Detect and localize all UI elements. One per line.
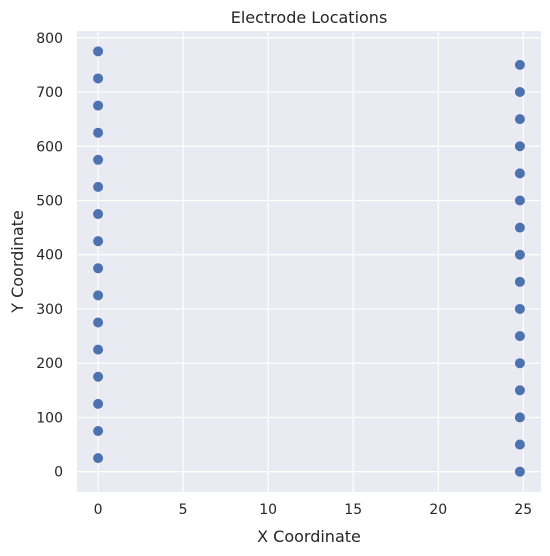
data-point xyxy=(514,222,525,233)
data-point xyxy=(514,303,525,314)
data-point xyxy=(514,385,525,396)
data-point xyxy=(514,59,525,70)
x-axis-ticks: 0 5 10 15 20 25 xyxy=(94,502,533,518)
data-point xyxy=(514,331,525,342)
x-tick-label: 15 xyxy=(344,502,362,518)
data-point xyxy=(514,168,525,179)
data-point xyxy=(514,87,525,98)
data-point xyxy=(93,209,104,220)
data-point xyxy=(93,371,104,382)
data-point xyxy=(93,100,104,111)
x-tick-label: 0 xyxy=(94,502,103,518)
data-point xyxy=(514,358,525,369)
data-point xyxy=(514,141,525,152)
data-point xyxy=(93,398,104,409)
y-tick-label: 600 xyxy=(36,139,63,155)
y-tick-label: 800 xyxy=(36,31,63,47)
data-point xyxy=(93,425,104,436)
data-point xyxy=(514,439,525,450)
y-tick-label: 200 xyxy=(36,356,63,372)
x-tick-label: 10 xyxy=(259,502,277,518)
data-point xyxy=(93,453,104,464)
chart-title: Electrode Locations xyxy=(231,8,388,27)
data-point xyxy=(93,344,104,355)
x-tick-label: 20 xyxy=(429,502,447,518)
data-point xyxy=(93,127,104,138)
y-tick-label: 400 xyxy=(36,248,63,264)
y-tick-label: 0 xyxy=(54,465,63,481)
x-tick-label: 5 xyxy=(179,502,188,518)
x-tick-label: 25 xyxy=(514,502,532,518)
x-axis-label: X Coordinate xyxy=(257,527,361,546)
data-point xyxy=(93,317,104,328)
y-axis-ticks: 0 100 200 300 400 500 600 700 800 xyxy=(36,31,63,481)
data-point xyxy=(514,466,525,477)
y-tick-label: 700 xyxy=(36,85,63,101)
data-point xyxy=(93,46,104,57)
data-point xyxy=(514,276,525,287)
data-point xyxy=(93,154,104,165)
data-point xyxy=(93,236,104,247)
grid-lines xyxy=(77,31,541,492)
y-tick-label: 300 xyxy=(36,302,63,318)
data-point xyxy=(514,249,525,260)
y-axis-label: Y Coordinate xyxy=(8,210,27,314)
data-point xyxy=(93,263,104,274)
y-tick-label: 500 xyxy=(36,193,63,209)
data-points xyxy=(93,46,525,477)
y-tick-label: 100 xyxy=(36,410,63,426)
data-point xyxy=(514,195,525,206)
data-point xyxy=(93,73,104,84)
data-point xyxy=(93,290,104,301)
data-point xyxy=(93,181,104,192)
plot-area xyxy=(77,31,541,492)
data-point xyxy=(514,114,525,125)
data-point xyxy=(514,412,525,423)
